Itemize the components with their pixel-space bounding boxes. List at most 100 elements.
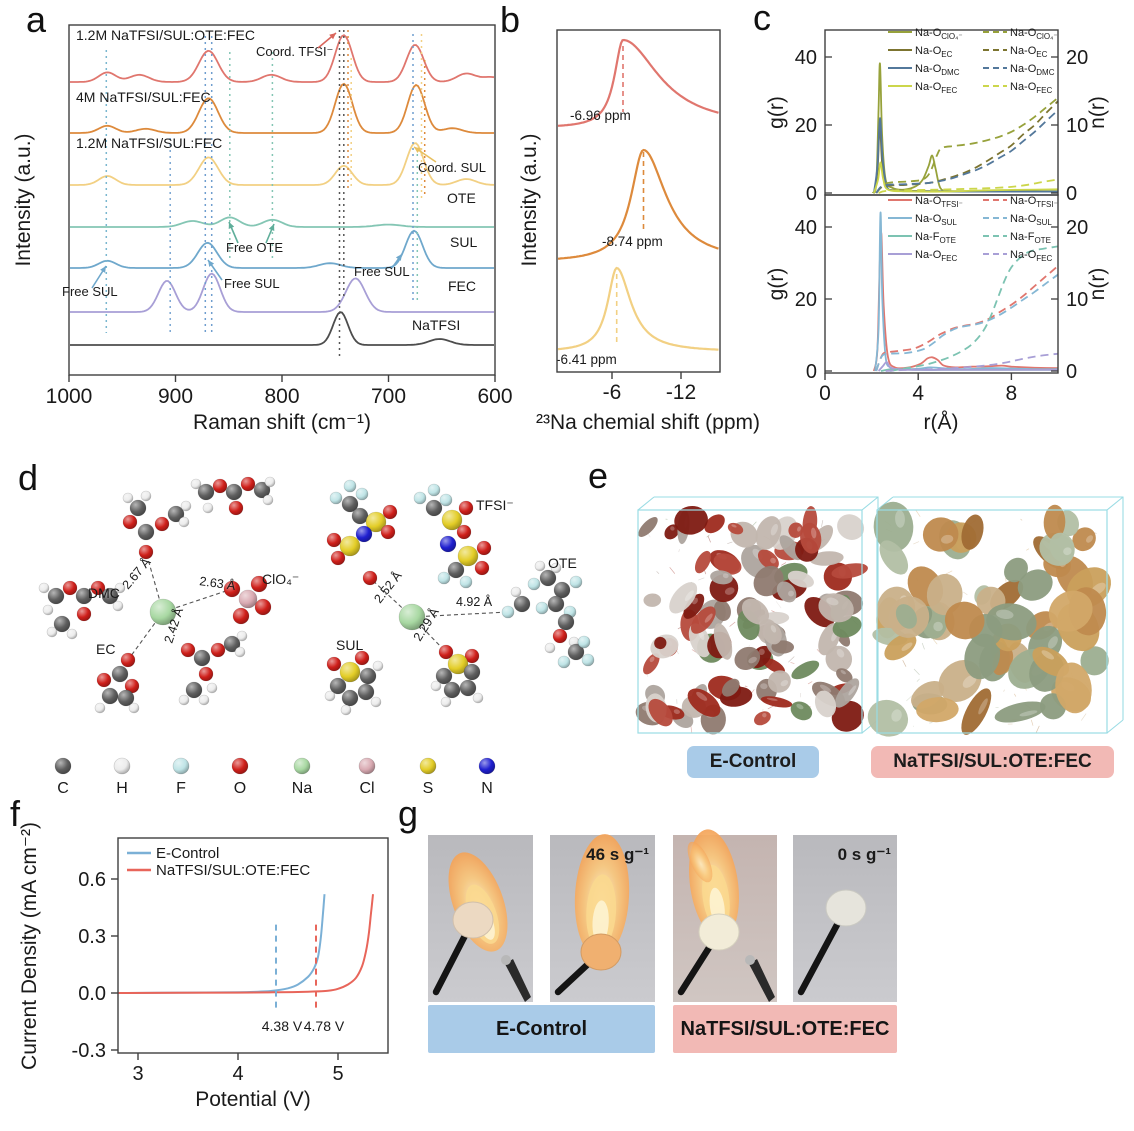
atom-H [178,694,190,706]
rdf-1-FEC-n [885,352,1059,372]
raman-annotation: Free SUL [62,284,118,299]
raman-annotation: Free OTE [226,240,283,255]
atom-O [90,580,106,596]
rdf-legend-label: Na-OFEC [915,249,958,263]
atom-F [527,577,541,591]
raman-xtick-700: 700 [371,385,406,408]
rdf-y2tick: 0 [1066,183,1077,205]
atom-O [464,648,480,664]
panel-letter-d: d [18,457,39,498]
molecule-Na-left [149,598,177,626]
atom-O [330,550,346,566]
atom-H [66,628,78,640]
panel-a-raman: 1000 900 800 700 600 Raman shift (cm⁻¹) Intens… [12,24,513,434]
rdf-legend-label: Na-ODMC [915,63,960,77]
atom-F [501,605,515,619]
atom-H [198,694,210,706]
rdf-y2tick: 20 [1066,217,1088,239]
atom-O [210,642,226,658]
raman-trace-label: FEC [448,278,476,294]
raman-annotation: Coord. TFSI⁻ [256,44,333,59]
molecule-OTE [501,560,595,669]
atom-O [138,544,154,560]
atom-O [240,476,256,492]
legend-atom-Na [293,757,311,775]
atom-C [111,665,129,683]
nmr-shift-label: -8.74 ppm [602,234,663,249]
rdf-ytick: 0 [806,183,817,205]
atom-H [122,492,134,504]
raman-trace-label: 1.2M NaTFSI/SUL:FEC [76,135,222,151]
atom-O [232,607,250,625]
atom-C [47,587,65,605]
atom-C [223,635,241,653]
atom-O [456,524,472,540]
legend-atom-N [478,757,496,775]
raman-trace-label: OTE [447,190,476,206]
rdf-1-SUL-n [875,273,1059,372]
raman-trace-label: 1.2M NaTFSI/SUL:OTE:FEC [76,27,255,43]
molecule-label: SUL [336,637,363,653]
atom-H [544,642,556,654]
lsv-ytick: 0.6 [78,869,106,891]
nmr-shift-label: -6.41 ppm [556,352,617,367]
atom-C [425,499,443,517]
electrolyte-disc [698,913,740,951]
atom-H [340,704,352,716]
atom-H [38,582,50,594]
lsv-ytick: 0.3 [78,926,106,948]
atom-C [117,689,135,707]
raman-trace-label: NaTFSI [412,317,460,333]
atom-F [569,575,583,589]
electrolyte-disc [825,889,867,927]
rdf-y2tick: 20 [1066,47,1088,69]
raman-xtick-800: 800 [264,385,299,408]
panel-letter-c: c [753,0,771,38]
atom-C [447,561,465,579]
legend-atom-symbol: O [234,780,246,797]
atom-F [535,601,549,615]
atom-H [370,696,382,708]
atom-C [359,667,377,685]
atom-H [94,702,106,714]
flame-photo-1: 46 s g⁻¹ [550,834,655,1002]
rdf-0-EC-n [875,100,1059,194]
raman-xtick-900: 900 [158,385,193,408]
electrolyte-disc [452,901,494,939]
rdf-y2label: n(r) [1086,96,1109,129]
nmr-xlabel: ²³Na chemial shift (ppm) [536,411,760,434]
rdf-0-DMC-n [875,109,1059,194]
lsv-curve-E-Control [117,894,326,994]
panel-letter-f: f [10,793,21,834]
atom-F [459,575,473,589]
atom-O [354,650,370,666]
legend-atom-Cl [358,757,376,775]
torch-nozzle [749,959,775,1002]
atom-C [547,595,565,613]
atom-H [234,646,246,658]
rdf-ytick: 40 [795,47,817,69]
molecule-ClO4 [223,575,272,625]
atom-O [122,514,138,530]
atom-O [250,575,268,593]
atom-C [167,505,185,523]
atom-O [76,606,92,622]
lsv-xtick-4: 4 [232,1063,243,1085]
rdf-legend-label: Na-OFEC [1010,81,1053,95]
molecule-label: DMC [88,585,120,601]
nmr-xtick--12: -12 [666,381,696,404]
raman-trace-1.2M NaTFSI/SUL:OTE:FEC [70,34,495,83]
nmr-xtick--6: -6 [603,381,622,404]
atom-C [513,595,531,613]
raman-trace-OTE [70,216,494,228]
atom-H [114,582,126,594]
atom-F [329,491,343,505]
flame-photo-3: 0 s g⁻¹ [793,835,897,1002]
rdf-legend-label: Na-OClO₄⁻ [1010,27,1058,41]
atom-H [236,630,248,642]
atom-H [262,494,274,506]
sim-label-natfsi: NaTFSI/SUL:OTE:FEC [871,746,1114,778]
lsv-xtick-3: 3 [132,1063,143,1085]
